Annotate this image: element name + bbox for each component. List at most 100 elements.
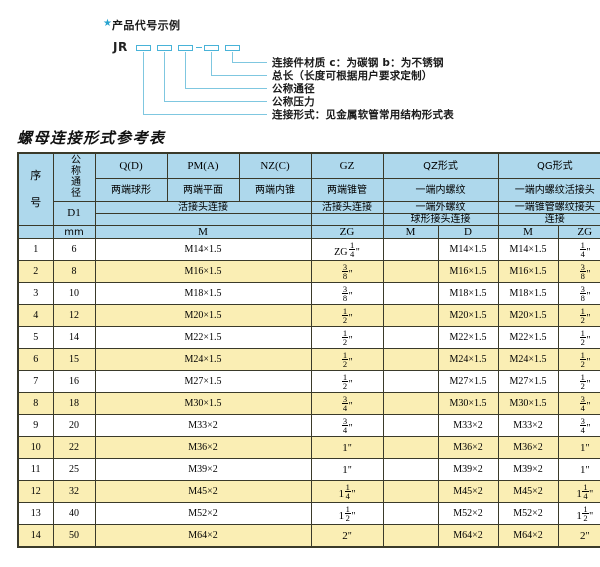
cell-thread-m-merged: M20×1.5 xyxy=(94,304,312,328)
cell-qz-d: M33×2 xyxy=(437,414,499,438)
cell-qz-d: M18×1.5 xyxy=(437,282,499,306)
cell-seq: 2 xyxy=(17,260,54,284)
cell-nominal-bore: 10 xyxy=(52,282,96,306)
cell-gz-zg: 1 1 2 " xyxy=(310,502,384,526)
cell-qz-m xyxy=(382,480,439,504)
cell-qz-m xyxy=(382,414,439,438)
cell-thread-m-merged: M36×2 xyxy=(94,436,312,460)
cell-gz-zg: 2" xyxy=(310,524,384,548)
header-unit-blank xyxy=(17,224,54,240)
table-body: 1 6 M14×1.5 ZG 1 4 " M14×1.5 M14×1.5 1 4 " 2 8 M16×1.5… xyxy=(17,238,600,548)
cell-seq: 14 xyxy=(17,524,54,548)
cell-seq: 4 xyxy=(17,304,54,328)
cell-gz-zg: 3 4 " xyxy=(310,392,384,416)
code-box-1 xyxy=(136,45,151,51)
cell-thread-m-merged: M24×1.5 xyxy=(94,348,312,372)
header-group-code-qd: Q(D) xyxy=(94,152,168,180)
cell-qz-m xyxy=(382,304,439,328)
cell-seq: 5 xyxy=(17,326,54,350)
cell-nominal-bore: 25 xyxy=(52,458,96,482)
page-title: 螺母连接形式参考表 xyxy=(17,129,166,147)
header-unit-mm: mm xyxy=(52,224,96,240)
cell-nominal-bore: 12 xyxy=(52,304,96,328)
annotation-nominal-pressure: 公称压力 xyxy=(272,96,315,108)
cell-qg-zg: 1" xyxy=(557,458,600,482)
header-row-desc2: D1 活接头连接 活接头连接 一端外螺纹 一端锥管螺纹接头 xyxy=(18,201,600,226)
table-row: 5 14 M22×1.5 1 2 " M22×1.5 M22×1.5 1 2 " xyxy=(17,326,600,350)
cell-qz-m xyxy=(382,392,439,416)
cell-qz-m xyxy=(382,282,439,306)
cell-thread-m-merged: M18×1.5 xyxy=(94,282,312,306)
cell-qz-d: M36×2 xyxy=(437,436,499,460)
cell-gz-zg: 1 1 4 " xyxy=(310,480,384,504)
cell-qg-m: M45×2 xyxy=(497,480,559,504)
header-seq: 序号 xyxy=(17,152,54,226)
cell-gz-zg: 1" xyxy=(310,458,384,482)
cell-qg-zg: 3 8 " xyxy=(557,282,600,306)
cell-nominal-bore: 15 xyxy=(52,348,96,372)
cell-qg-m: M52×2 xyxy=(497,502,559,526)
cell-thread-m-merged: M14×1.5 xyxy=(94,238,312,262)
header-unit-zg-qg: ZG xyxy=(557,224,600,240)
cell-qz-d: M24×1.5 xyxy=(437,348,499,372)
leader-line-4-v xyxy=(164,52,165,101)
header-desc-gz: 两端锥管 xyxy=(310,178,384,202)
table-row: 10 22 M36×2 1" M36×2 M36×2 1" xyxy=(17,436,600,460)
header-merged-union: 活接头连接 xyxy=(94,201,312,214)
cell-qg-zg: 1 2 " xyxy=(557,348,600,372)
header-group-code-qz: QZ形式 xyxy=(382,152,499,180)
leader-line-3-v xyxy=(185,52,186,88)
header-nominal-bore: 公称通径 xyxy=(52,152,96,202)
header-desc2-gz: 活接头连接 xyxy=(310,201,384,214)
cell-qz-m xyxy=(382,348,439,372)
cell-qg-m: M18×1.5 xyxy=(497,282,559,306)
header-unit-d-qz: D xyxy=(437,224,499,240)
cell-gz-zg: 1" xyxy=(310,436,384,460)
cell-thread-m-merged: M52×2 xyxy=(94,502,312,526)
cell-qg-zg: 2" xyxy=(557,524,600,548)
cell-qz-d: M64×2 xyxy=(437,524,499,548)
cell-seq: 10 xyxy=(17,436,54,460)
cell-qg-m: M24×1.5 xyxy=(497,348,559,372)
cell-qg-m: M27×1.5 xyxy=(497,370,559,394)
cell-qg-zg: 1 2 " xyxy=(557,304,600,328)
cell-qg-zg: 1" xyxy=(557,436,600,460)
cell-qg-m: M36×2 xyxy=(497,436,559,460)
cell-gz-zg: 1 2 " xyxy=(310,326,384,350)
star-icon: ★ xyxy=(103,18,112,29)
cell-qz-m xyxy=(382,524,439,548)
annotation-total-length: 总长（长度可根据用户要求定制） xyxy=(272,70,433,82)
cell-qz-m xyxy=(382,502,439,526)
table-row: 14 50 M64×2 2" M64×2 M64×2 2" xyxy=(17,524,600,548)
cell-qz-m xyxy=(382,370,439,394)
cell-seq: 7 xyxy=(17,370,54,394)
cell-qg-zg: 3 8 " xyxy=(557,260,600,284)
cell-qg-zg: 1 1 4 " xyxy=(557,480,600,504)
table-row: 3 10 M18×1.5 3 8 " M18×1.5 M18×1.5 3 8 " xyxy=(17,282,600,306)
header-desc3-qz: 球形接头连接 xyxy=(382,213,499,226)
cell-seq: 11 xyxy=(17,458,54,482)
cell-qz-d: M27×1.5 xyxy=(437,370,499,394)
code-box-4 xyxy=(204,45,219,51)
cell-qz-m xyxy=(382,326,439,350)
cell-seq: 3 xyxy=(17,282,54,306)
header-desc-qd: 两端球形 xyxy=(94,178,168,202)
cell-gz-zg: 3 4 " xyxy=(310,414,384,438)
header-blank-left xyxy=(94,213,312,226)
header-unit-m-qz: M xyxy=(382,224,439,240)
cell-nominal-bore: 20 xyxy=(52,414,96,438)
annotation-nominal-bore: 公称通径 xyxy=(272,83,315,95)
header-blank-gz xyxy=(310,213,384,226)
cell-qz-d: M30×1.5 xyxy=(437,392,499,416)
table-row: 2 8 M16×1.5 3 8 " M16×1.5 M16×1.5 3 8 " xyxy=(17,260,600,284)
cell-qg-zg: 1 1 2 " xyxy=(557,502,600,526)
cell-qg-m: M64×2 xyxy=(497,524,559,548)
table-row: 8 18 M30×1.5 3 4 " M30×1.5 M30×1.5 3 4 " xyxy=(17,392,600,416)
cell-seq: 12 xyxy=(17,480,54,504)
cell-gz-zg: 1 2 " xyxy=(310,304,384,328)
header-desc-qg: 一端内螺纹活接头 xyxy=(497,178,600,202)
header-row-code: 序号 公称通径 Q(D) PM(A) NZ(C) GZ QZ形式 QG形式 xyxy=(17,152,600,226)
cell-thread-m-merged: M45×2 xyxy=(94,480,312,504)
header-desc-qz: 一端内螺纹 xyxy=(382,178,499,202)
cell-seq: 1 xyxy=(17,238,54,262)
